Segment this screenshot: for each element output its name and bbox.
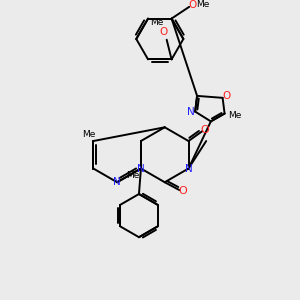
Text: N: N	[187, 106, 195, 117]
Text: Me: Me	[82, 130, 95, 139]
Text: N: N	[137, 164, 145, 173]
Text: Me: Me	[196, 0, 210, 9]
Text: O: O	[222, 91, 231, 101]
Text: Me: Me	[150, 18, 164, 27]
Text: O: O	[160, 27, 168, 37]
Text: Me: Me	[228, 111, 241, 120]
Text: N: N	[113, 177, 121, 187]
Text: O: O	[188, 0, 196, 10]
Text: Me: Me	[126, 171, 140, 180]
Text: N: N	[184, 164, 192, 173]
Text: O: O	[201, 125, 210, 135]
Text: O: O	[178, 186, 187, 196]
